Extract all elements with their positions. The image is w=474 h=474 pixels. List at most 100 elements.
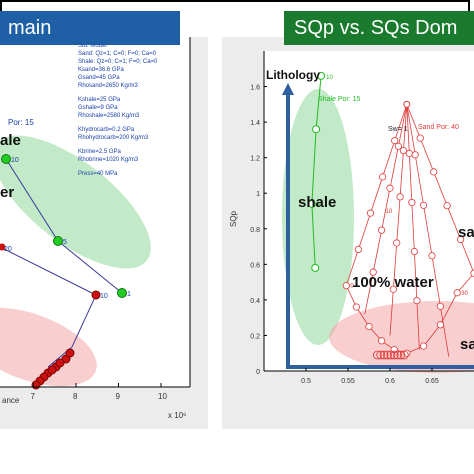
right-ytick-label: 0.8 [250, 227, 260, 234]
left-plot-panel: 10 5 1 20 10 7 8 9 10 ance x 10⁶ Std. Model San… [0, 37, 208, 429]
sand-fan-line [389, 104, 408, 336]
right-ytick-label: 1.4 [250, 120, 260, 127]
left-annotation-water: er [0, 184, 14, 201]
sand-series-point-label: 10 [386, 209, 393, 215]
model-parameter-line: Gsand=45 GPa [78, 75, 120, 81]
right-xtick-label: 0.55 [341, 378, 355, 385]
right-xtick-label: 0.6 [385, 378, 395, 385]
sand-series-point [389, 350, 399, 360]
sand-series-point [411, 151, 419, 159]
model-parameter-line: Sand: Qz=1; C=0; F=0; Ca=0 [78, 51, 157, 57]
sand-series-point [379, 173, 387, 181]
sand-fan-line [345, 104, 408, 286]
sand-series-point [379, 350, 389, 360]
sand-series-point [430, 168, 438, 176]
sand-series-point [378, 226, 386, 234]
sand-water-curve [345, 272, 474, 354]
sand-series-point-label: 30 [461, 291, 468, 297]
model-parameter-line: Press=40 MPa [78, 171, 118, 177]
model-parameter-line: Kbrine=2.5 GPa [78, 149, 122, 155]
shale-point-label: 10 [11, 157, 19, 164]
sand-series-point [369, 268, 377, 276]
sand-zone-label: sa [458, 224, 474, 241]
right-plot-panel: 10 5 10 0 30 0 0.2 0.4 0.6 0.8 1 1.2 1.4 1.6 0.5 0.55… [222, 37, 474, 429]
sand-fan-line [406, 104, 420, 350]
bottom-margin [0, 429, 474, 474]
model-parameter-line: Khydrocarb=0.2 GPa [78, 127, 135, 133]
model-parameter-line: Shale: Qz=0; C=1; F=0; Ca=0 [78, 59, 158, 65]
sand-series-point [399, 146, 408, 155]
sand-point [47, 365, 57, 375]
left-xtick-label: 7 [31, 392, 36, 401]
shale-series-point [317, 71, 326, 80]
model-parameter-line: Kshale=25 GPa [78, 97, 121, 103]
sand-series-point [405, 149, 413, 158]
shale-zone-ellipse-right [282, 89, 354, 345]
right-title-bar: SQp vs. SQs Dom [284, 11, 474, 45]
sand-trend-line [0, 246, 97, 368]
sand-series-point [389, 285, 397, 293]
sand-fan-line [364, 104, 408, 315]
right-ytick-label: 1 [256, 191, 260, 198]
right-ytick-label: 0.4 [250, 298, 260, 305]
sand-series-point [393, 350, 402, 360]
sand-fan-line [406, 104, 450, 357]
sand-point [55, 358, 65, 368]
sand-point-label: 10 [100, 293, 108, 300]
right-chart: 10 5 10 0 30 0 0.2 0.4 0.6 0.8 1 1.2 1.4 1.6 0.5 0.55… [229, 51, 474, 385]
sand-series-point [342, 282, 350, 290]
sand-series-point [428, 252, 436, 260]
shale-point-label: 5 [63, 239, 67, 246]
sand-series-point [393, 239, 401, 247]
lithology-label: Lithology [266, 68, 320, 82]
right-title: SQp vs. SQs Dom [294, 16, 458, 39]
model-parameter-line: Rhosand=2650 Kg/m3 [78, 83, 139, 89]
sand-series-point [396, 350, 406, 360]
shale-series-point [307, 199, 316, 208]
sand-series-point [420, 342, 428, 350]
right-ytick-label: 0.6 [250, 262, 260, 269]
sand-series-point-label: 0 [350, 284, 354, 290]
shale-zone-label: shale [298, 194, 336, 211]
sand-series-point [376, 350, 386, 360]
sand-series-point [443, 202, 451, 210]
model-parameter-line: Rhobrine=1020 Kg/m3 [78, 157, 139, 163]
shale-point [53, 236, 63, 246]
right-ytick-label: 1.6 [250, 85, 260, 92]
sand-series-point [366, 209, 375, 217]
sand-series-point [470, 269, 474, 277]
left-xlabel: ance [2, 396, 20, 405]
sand-series-point [352, 303, 360, 311]
model-parameter-line: Ksand=36.6 GPa [78, 67, 125, 73]
sand-series-point [394, 142, 402, 150]
left-annotation-shale: ale [0, 132, 21, 149]
model-header: Std. Model [78, 43, 107, 49]
model-parameters: Sand: Qz=1; C=0; F=0; Ca=0 Shale: Qz=0; C… [78, 51, 158, 177]
sand-zone-label-lower: sa [460, 336, 474, 353]
sand-fan-line [406, 104, 474, 274]
sand-series-point [399, 350, 409, 360]
left-xtick-label: 8 [73, 392, 78, 401]
left-xtick-label: 10 [158, 392, 167, 401]
shale-series-point-label: 5 [317, 203, 321, 209]
sand-series-point [396, 193, 404, 201]
sand-series-point [354, 245, 363, 253]
sand-series-point [413, 296, 421, 305]
sw-label: Sw= 1 [388, 126, 408, 133]
sand-series-label: Sand Por: 40 [418, 124, 459, 131]
shale-series-point-label: 10 [326, 75, 333, 81]
shale-series-line [311, 75, 322, 268]
sand-series-point [410, 247, 418, 256]
sand-series-point [456, 235, 465, 244]
left-title: main [8, 16, 52, 39]
left-title-bar: main [0, 11, 180, 45]
sand-series-point [378, 337, 386, 345]
shale-series-point [312, 125, 321, 134]
sand-series-point [420, 201, 428, 209]
right-ytick-label: 1.2 [250, 156, 260, 163]
sand-point [65, 348, 75, 358]
water-zone-ellipse [0, 307, 97, 387]
shale-zone-ellipse [0, 135, 151, 269]
sand-series-point [365, 322, 373, 331]
sand-series-point [453, 289, 461, 297]
